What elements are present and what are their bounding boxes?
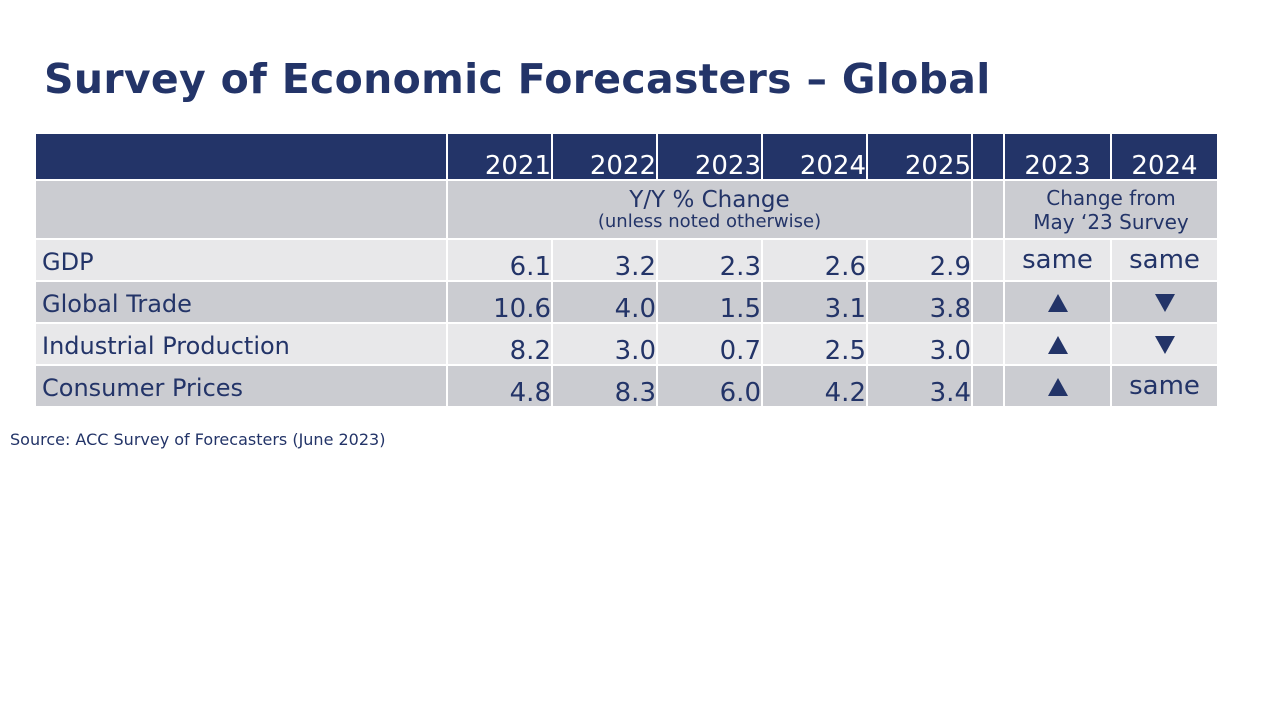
- change-from-header: Change from May ‘23 Survey: [1003, 179, 1219, 240]
- yy-change-label: Y/Y % Change: [629, 186, 790, 213]
- value-cell: 3.0: [551, 322, 658, 366]
- change-from-label: Change from: [1046, 185, 1176, 210]
- row-label: Consumer Prices: [34, 364, 448, 408]
- value-cell: 6.0: [656, 364, 763, 408]
- change-cell: same: [1003, 238, 1112, 282]
- page-title: Survey of Economic Forecasters – Global: [44, 55, 991, 103]
- value-cell: 8.3: [551, 364, 658, 408]
- year-header: 2023: [656, 132, 763, 181]
- up-arrow-icon: [1047, 335, 1068, 354]
- value-cell: 8.2: [446, 322, 553, 366]
- row-label: Industrial Production: [34, 322, 448, 366]
- table-row: GDP 6.1 3.2 2.3 2.6 2.9 same same: [34, 238, 1219, 282]
- value-cell: 4.0: [551, 280, 658, 324]
- value-cell: 4.2: [761, 364, 868, 408]
- value-cell: 2.6: [761, 238, 868, 282]
- forecast-table: 2021 2022 2023 2024 2025 2023 2024 Y/Y %…: [34, 132, 1219, 408]
- spacer-cell: [971, 364, 1005, 408]
- change-from-survey: May ‘23 Survey: [1033, 209, 1189, 234]
- spacer-cell: [971, 322, 1005, 366]
- change-text: same: [1129, 371, 1200, 401]
- spacer-cell: [971, 132, 1005, 181]
- year-header: 2024: [761, 132, 868, 181]
- year-header: 2025: [866, 132, 973, 181]
- subheader-label-cell: [34, 179, 448, 240]
- change-cell: [1003, 364, 1112, 408]
- change-cell: same: [1110, 364, 1219, 408]
- row-label: GDP: [34, 238, 448, 282]
- value-cell: 3.0: [866, 322, 973, 366]
- up-arrow-icon: [1047, 293, 1068, 312]
- value-cell: 4.8: [446, 364, 553, 408]
- year-header: 2022: [551, 132, 658, 181]
- table-row: Global Trade 10.6 4.0 1.5 3.1 3.8: [34, 280, 1219, 324]
- subheader-row: Y/Y % Change (unless noted otherwise) Ch…: [34, 179, 1219, 240]
- change-text: same: [1022, 245, 1093, 275]
- source-note: Source: ACC Survey of Forecasters (June …: [10, 430, 386, 449]
- value-cell: 2.3: [656, 238, 763, 282]
- header-row: 2021 2022 2023 2024 2025 2023 2024: [34, 132, 1219, 181]
- value-cell: 3.8: [866, 280, 973, 324]
- value-cell: 2.5: [761, 322, 868, 366]
- yy-change-note: (unless noted otherwise): [597, 210, 822, 232]
- change-text: same: [1129, 245, 1200, 275]
- value-cell: 3.2: [551, 238, 658, 282]
- up-arrow-icon: [1047, 377, 1068, 396]
- change-cell: [1110, 322, 1219, 366]
- table-body: GDP 6.1 3.2 2.3 2.6 2.9 same same Global Trade 10…: [34, 238, 1219, 408]
- header-label-cell: [34, 132, 448, 181]
- value-cell: 1.5: [656, 280, 763, 324]
- spacer-cell: [971, 179, 1005, 240]
- year-header: 2021: [446, 132, 553, 181]
- table-row: Industrial Production 8.2 3.0 0.7 2.5 3.0: [34, 322, 1219, 366]
- value-cell: 3.4: [866, 364, 973, 408]
- value-cell: 2.9: [866, 238, 973, 282]
- change-year-header: 2023: [1003, 132, 1112, 181]
- row-label: Global Trade: [34, 280, 448, 324]
- value-cell: 3.1: [761, 280, 868, 324]
- value-cell: 10.6: [446, 280, 553, 324]
- table-row: Consumer Prices 4.8 8.3 6.0 4.2 3.4 same: [34, 364, 1219, 408]
- change-cell: [1110, 280, 1219, 324]
- down-arrow-icon: [1154, 335, 1175, 354]
- change-cell: same: [1110, 238, 1219, 282]
- yy-change-header: Y/Y % Change (unless noted otherwise): [446, 179, 973, 240]
- change-cell: [1003, 322, 1112, 366]
- spacer-cell: [971, 238, 1005, 282]
- spacer-cell: [971, 280, 1005, 324]
- value-cell: 6.1: [446, 238, 553, 282]
- change-cell: [1003, 280, 1112, 324]
- change-year-header: 2024: [1110, 132, 1219, 181]
- value-cell: 0.7: [656, 322, 763, 366]
- down-arrow-icon: [1154, 293, 1175, 312]
